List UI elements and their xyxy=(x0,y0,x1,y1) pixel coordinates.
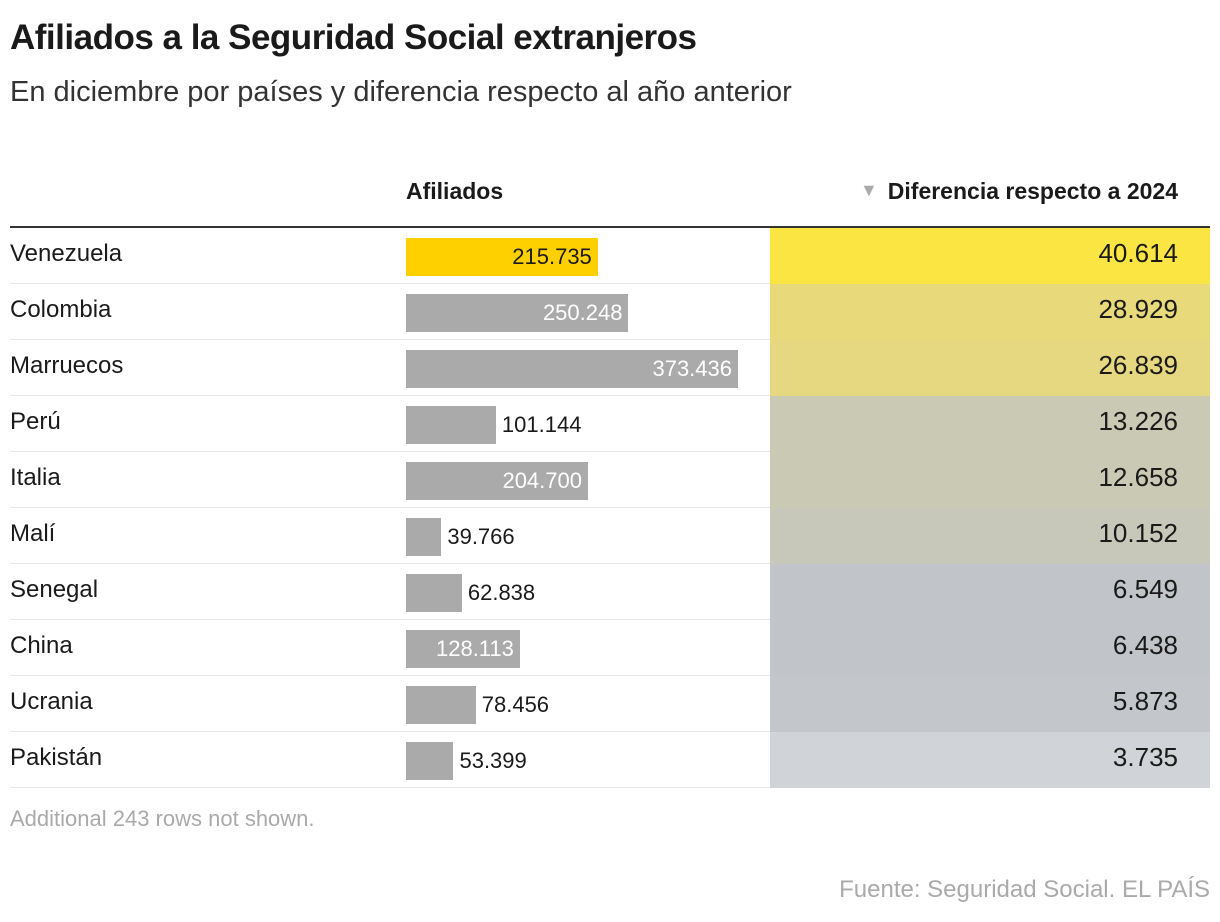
country-name: China xyxy=(10,632,73,659)
rows-not-shown-note: Additional 243 rows not shown. xyxy=(10,806,315,831)
table-row: Pakistán 53.399 3.735 xyxy=(10,732,1210,788)
diferencia-value: 13.226 xyxy=(1098,406,1178,436)
afiliados-value: 128.113 xyxy=(435,636,514,661)
diferencia-cell: 5.873 xyxy=(770,676,1210,732)
table-row: Perú 101.144 13.226 xyxy=(10,396,1210,452)
afiliados-bar xyxy=(406,238,598,276)
afiliados-bar xyxy=(406,686,476,724)
diferencia-cell: 40.614 xyxy=(770,228,1210,284)
source-credit: Fuente: Seguridad Social. EL PAÍS xyxy=(839,876,1210,903)
afiliados-value: 53.399 xyxy=(459,748,527,773)
diferencia-cell: 6.438 xyxy=(770,620,1210,676)
afiliados-value: 204.700 xyxy=(502,468,582,493)
chart-title: Afiliados a la Seguridad Social extranje… xyxy=(10,18,697,57)
country-name: Venezuela xyxy=(10,240,123,267)
diferencia-cell: 28.929 xyxy=(770,284,1210,340)
afiliados-bar xyxy=(406,518,442,556)
afiliados-value: 62.838 xyxy=(467,580,536,605)
afiliados-bar xyxy=(406,350,738,388)
diferencia-value: 26.839 xyxy=(1098,350,1178,380)
table-row: Senegal 62.838 6.549 xyxy=(10,564,1210,620)
table-row: Ucrania 78.456 5.873 xyxy=(10,676,1210,732)
table-row: Malí 39.766 10.152 xyxy=(10,508,1210,564)
diferencia-cell: 12.658 xyxy=(770,452,1210,508)
diferencia-cell: 13.226 xyxy=(770,396,1210,452)
diferencia-value: 5.873 xyxy=(1112,686,1178,716)
afiliados-value: 215.735 xyxy=(512,244,592,269)
country-name: Perú xyxy=(10,408,61,435)
diferencia-value: 6.438 xyxy=(1112,630,1178,660)
table-row: Colombia 250.248 28.929 xyxy=(10,284,1210,340)
country-name: Pakistán xyxy=(10,744,103,771)
country-name: Marruecos xyxy=(10,352,124,379)
diferencia-value: 10.152 xyxy=(1098,518,1178,548)
diferencia-value: 6.549 xyxy=(1112,574,1178,604)
diferencia-cell: 3.735 xyxy=(770,732,1210,788)
column-header-diferencia-label: Diferencia respecto a 2024 xyxy=(887,178,1178,204)
afiliados-value: 101.144 xyxy=(501,412,582,437)
sort-descending-icon: ▼ xyxy=(859,180,878,200)
afiliados-bar xyxy=(406,406,496,444)
afiliados-bar xyxy=(406,630,520,668)
diferencia-value: 12.658 xyxy=(1098,462,1178,492)
country-name: Ucrania xyxy=(10,688,93,715)
diferencia-value: 3.735 xyxy=(1112,742,1178,772)
column-header-diferencia[interactable]: ▼ Diferencia respecto a 2024 xyxy=(860,178,1178,205)
country-name: Malí xyxy=(10,520,56,547)
diferencia-value: 40.614 xyxy=(1098,238,1178,268)
table-row: Italia 204.700 12.658 xyxy=(10,452,1210,508)
table-row: China 128.113 6.438 xyxy=(10,620,1210,676)
afiliados-value: 250.248 xyxy=(542,300,623,325)
afiliados-value: 39.766 xyxy=(447,524,515,549)
column-header-afiliados[interactable]: Afiliados xyxy=(406,178,504,204)
afiliados-value: 78.456 xyxy=(481,692,550,717)
afiliados-bar xyxy=(406,294,629,332)
afiliados-bar xyxy=(406,574,462,612)
country-name: Italia xyxy=(10,464,61,491)
country-name: Senegal xyxy=(10,576,99,603)
header-divider xyxy=(10,226,1210,228)
diferencia-value: 28.929 xyxy=(1098,294,1178,324)
chart-subtitle: En diciembre por países y diferencia res… xyxy=(10,76,792,108)
diferencia-cell: 10.152 xyxy=(770,508,1210,564)
diferencia-cell: 6.549 xyxy=(770,564,1210,620)
diferencia-cell: 26.839 xyxy=(770,340,1210,396)
table-row: Marruecos 373.436 26.839 xyxy=(10,340,1210,396)
afiliados-value: 373.436 xyxy=(652,356,732,381)
afiliados-bar xyxy=(406,462,588,500)
country-name: Colombia xyxy=(10,296,112,323)
table-row: Venezuela 215.735 40.614 xyxy=(10,228,1210,284)
afiliados-bar xyxy=(406,742,454,780)
